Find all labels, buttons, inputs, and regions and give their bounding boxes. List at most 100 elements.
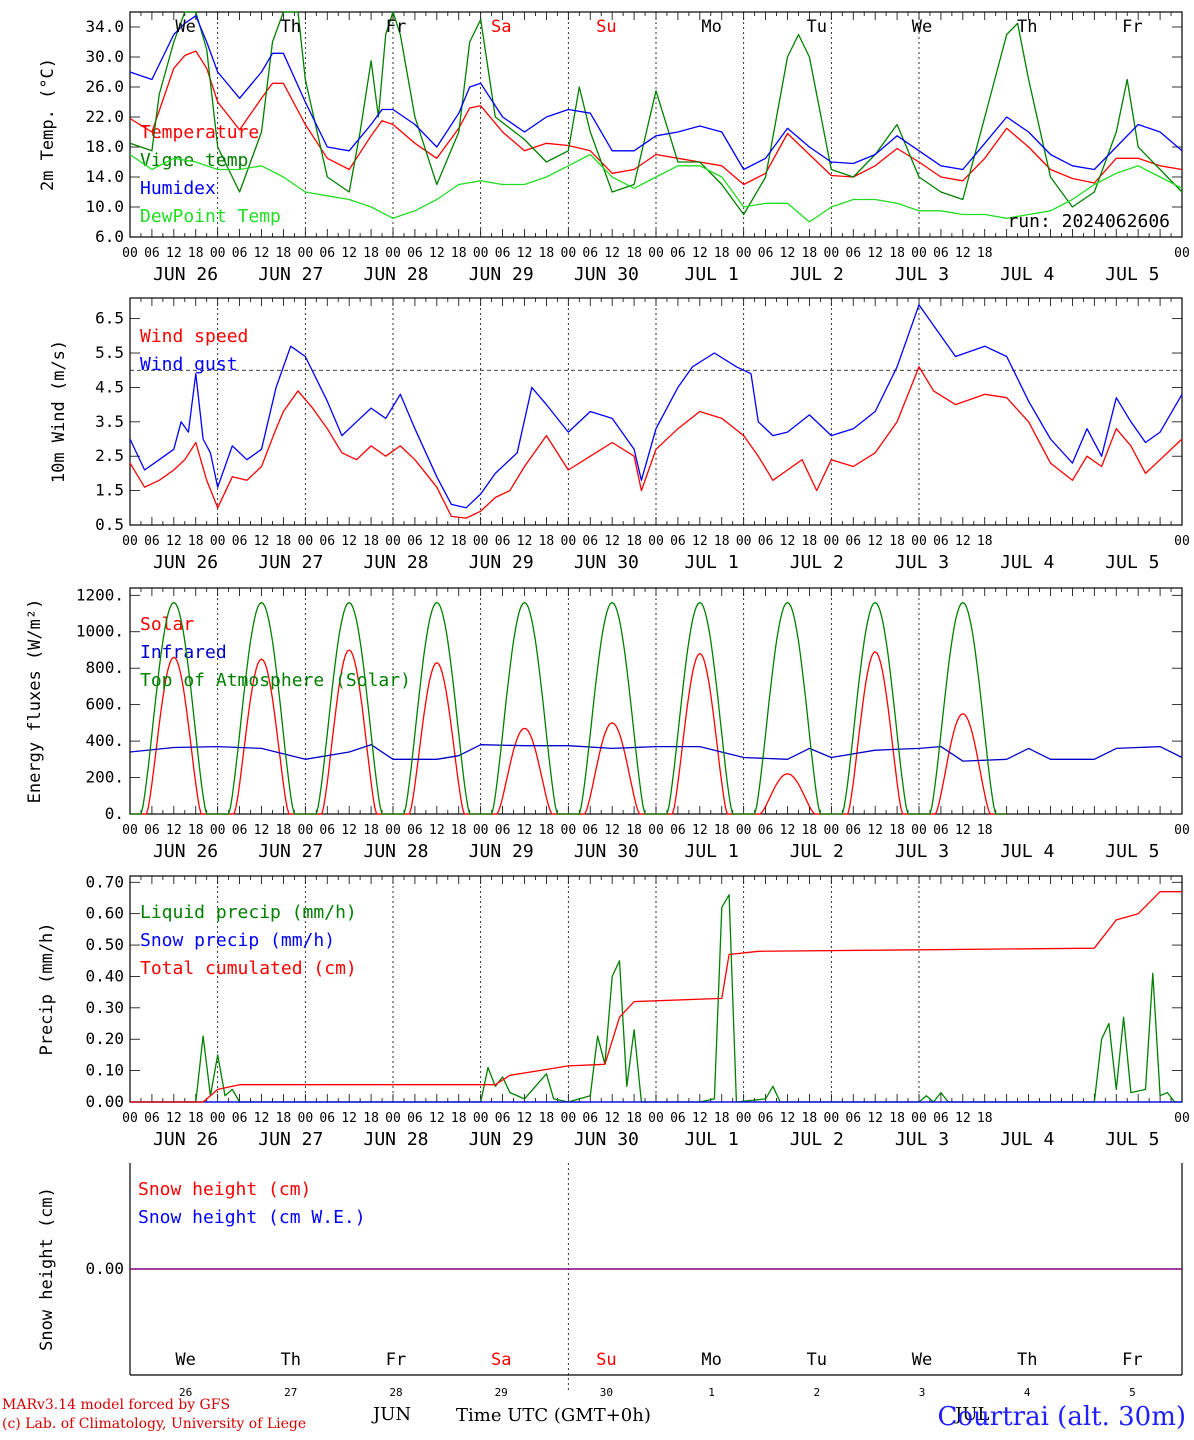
weekday-label: Sa (491, 1350, 511, 1370)
series-line-dewpoint (129, 153, 1183, 223)
hour-tick-label: 00 (385, 246, 401, 261)
weekday-label: Tu (807, 1350, 827, 1370)
hour-tick-label: 06 (319, 823, 335, 838)
hour-tick-label: 00 (1174, 534, 1190, 549)
hour-tick-label: 12 (692, 1111, 708, 1126)
hour-tick-label: 00 (298, 823, 314, 838)
hour-tick-label: 00 (911, 823, 927, 838)
hour-tick-label: 12 (867, 534, 883, 549)
day-number-label: 5 (1129, 1386, 1136, 1399)
hour-tick-label: 12 (341, 1111, 357, 1126)
hour-tick-label: 00 (385, 823, 401, 838)
weekday-label: Su (596, 1350, 616, 1370)
y-tick-label: 6.5 (95, 309, 124, 328)
hour-tick-label: 12 (517, 823, 533, 838)
hour-tick-label: 00 (473, 534, 489, 549)
hour-tick-label: 00 (210, 534, 226, 549)
hour-tick-label: 18 (626, 823, 642, 838)
date-label: JUL 2 (790, 1129, 844, 1150)
y-tick-label: 22.0 (85, 107, 124, 126)
series-line-toa (130, 601, 1007, 815)
hour-tick-label: 18 (539, 534, 555, 549)
hour-tick-label: 00 (298, 246, 314, 261)
date-label: JUN 29 (469, 264, 534, 285)
hour-tick-label: 18 (363, 534, 379, 549)
hour-tick-label: 18 (802, 534, 818, 549)
hour-tick-label: 18 (889, 534, 905, 549)
series-line-humidex (129, 15, 1183, 171)
month-label-jul: JUL (955, 1404, 990, 1425)
series-line-humidex (129, 304, 1183, 509)
y-tick-label: 0. (105, 804, 124, 823)
hour-tick-label: 06 (407, 1111, 423, 1126)
hour-tick-label: 12 (429, 823, 445, 838)
hour-tick-label: 12 (429, 534, 445, 549)
hour-tick-label: 00 (122, 534, 138, 549)
hour-tick-label: 12 (604, 246, 620, 261)
hour-tick-label: 12 (341, 246, 357, 261)
hour-tick-label: 18 (802, 1111, 818, 1126)
hour-tick-label: 06 (758, 246, 774, 261)
y-tick-label: 2.5 (95, 446, 124, 465)
hour-tick-label: 18 (451, 534, 467, 549)
hour-tick-label: 00 (648, 246, 664, 261)
hour-tick-label: 18 (188, 534, 204, 549)
hour-tick-label: 18 (276, 246, 292, 261)
lab-credit: (c) Lab. of Climatology, University of L… (2, 1416, 307, 1432)
hour-tick-label: 12 (166, 823, 182, 838)
day-number-label: 4 (1024, 1386, 1031, 1399)
hour-tick-label: 12 (166, 534, 182, 549)
hour-tick-label: 12 (780, 534, 796, 549)
y-tick-label: 5.5 (95, 343, 124, 362)
hour-tick-label: 00 (911, 246, 927, 261)
hour-tick-label: 12 (341, 823, 357, 838)
weekday-label: Fr (1122, 17, 1142, 37)
day-number-label: 27 (284, 1386, 297, 1399)
date-label: JUN 26 (153, 552, 218, 573)
hour-tick-label: 18 (363, 246, 379, 261)
hour-tick-label: 00 (122, 823, 138, 838)
legend-humidex: Humidex (140, 178, 216, 199)
hour-tick-label: 00 (473, 246, 489, 261)
y-tick-label: 4.5 (95, 377, 124, 396)
y-tick-label: 0.30 (85, 998, 124, 1017)
hour-tick-label: 06 (319, 1111, 335, 1126)
hour-tick-label: 00 (385, 534, 401, 549)
legend-humidex: Wind gust (140, 354, 238, 375)
date-label: JUN 29 (469, 841, 534, 862)
date-label: JUN 26 (153, 264, 218, 285)
legend-humidex: Snow height (cm W.E.) (138, 1207, 366, 1228)
date-label: JUN 28 (363, 264, 428, 285)
hour-tick-label: 06 (319, 534, 335, 549)
y-tick-label: 800. (85, 658, 124, 677)
y-tick-label: 0.60 (85, 904, 124, 923)
hour-tick-label: 06 (495, 246, 511, 261)
y-tick-label: 400. (85, 731, 124, 750)
hour-tick-label: 18 (188, 1111, 204, 1126)
hour-tick-label: 18 (276, 534, 292, 549)
y-axis-label: Snow height (cm) (37, 1187, 57, 1351)
hour-tick-label: 06 (933, 246, 949, 261)
hour-tick-label: 18 (626, 246, 642, 261)
hour-tick-label: 06 (582, 246, 598, 261)
hour-tick-label: 12 (604, 534, 620, 549)
legend-vigne: Vigne temp (140, 150, 248, 171)
hour-tick-label: 12 (955, 246, 971, 261)
hour-tick-label: 06 (407, 823, 423, 838)
date-label: JUL 2 (790, 841, 844, 862)
hour-tick-label: 18 (977, 1111, 993, 1126)
hour-tick-label: 18 (363, 1111, 379, 1126)
day-number-label: 29 (495, 1386, 508, 1399)
hour-tick-label: 12 (166, 246, 182, 261)
weekday-label: Mo (701, 17, 721, 37)
hour-tick-label: 06 (232, 246, 248, 261)
model-credit: MARv3.14 model forced by GFS (2, 1397, 231, 1413)
hour-tick-label: 00 (210, 1111, 226, 1126)
date-label: JUL 4 (1000, 1129, 1054, 1150)
date-label: JUL 3 (895, 264, 949, 285)
hour-tick-label: 00 (122, 1111, 138, 1126)
hour-tick-label: 18 (802, 246, 818, 261)
date-label: JUN 27 (258, 264, 323, 285)
hour-tick-label: 18 (802, 823, 818, 838)
